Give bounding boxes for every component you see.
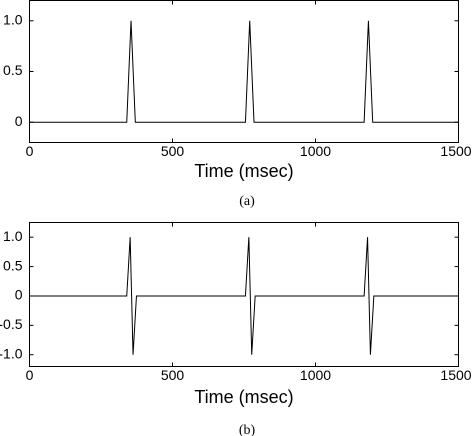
caption: (a) [239,194,255,209]
y-tick-label: 0.5 [3,62,23,78]
y-tick-label: 0 [15,287,23,303]
x-tick-label: 500 [161,143,185,159]
x-tick-label: 1000 [300,367,331,383]
plot-frame [29,222,459,367]
caption: (b) [239,423,256,436]
x-tick-label: 0 [26,143,34,159]
y-tick-label: 0 [15,113,23,129]
x-axis-label: Time (msec) [194,387,293,407]
y-tick-label: 1.0 [3,228,23,244]
y-tick-label: -0.5 [0,316,23,332]
signal-line [29,20,459,123]
x-tick-label: 500 [161,367,185,383]
x-tick-label: 1000 [300,143,331,159]
x-tick-label: 0 [26,367,34,383]
x-tick-label: 1500 [440,143,471,159]
x-tick-label: 1500 [440,367,471,383]
signal-line [29,237,459,355]
y-tick-label: -1.0 [0,345,23,361]
y-tick-label: 1.0 [3,11,23,27]
plot-frame [29,0,459,143]
x-axis-label: Time (msec) [194,161,293,181]
y-tick-label: 0.5 [3,257,23,273]
